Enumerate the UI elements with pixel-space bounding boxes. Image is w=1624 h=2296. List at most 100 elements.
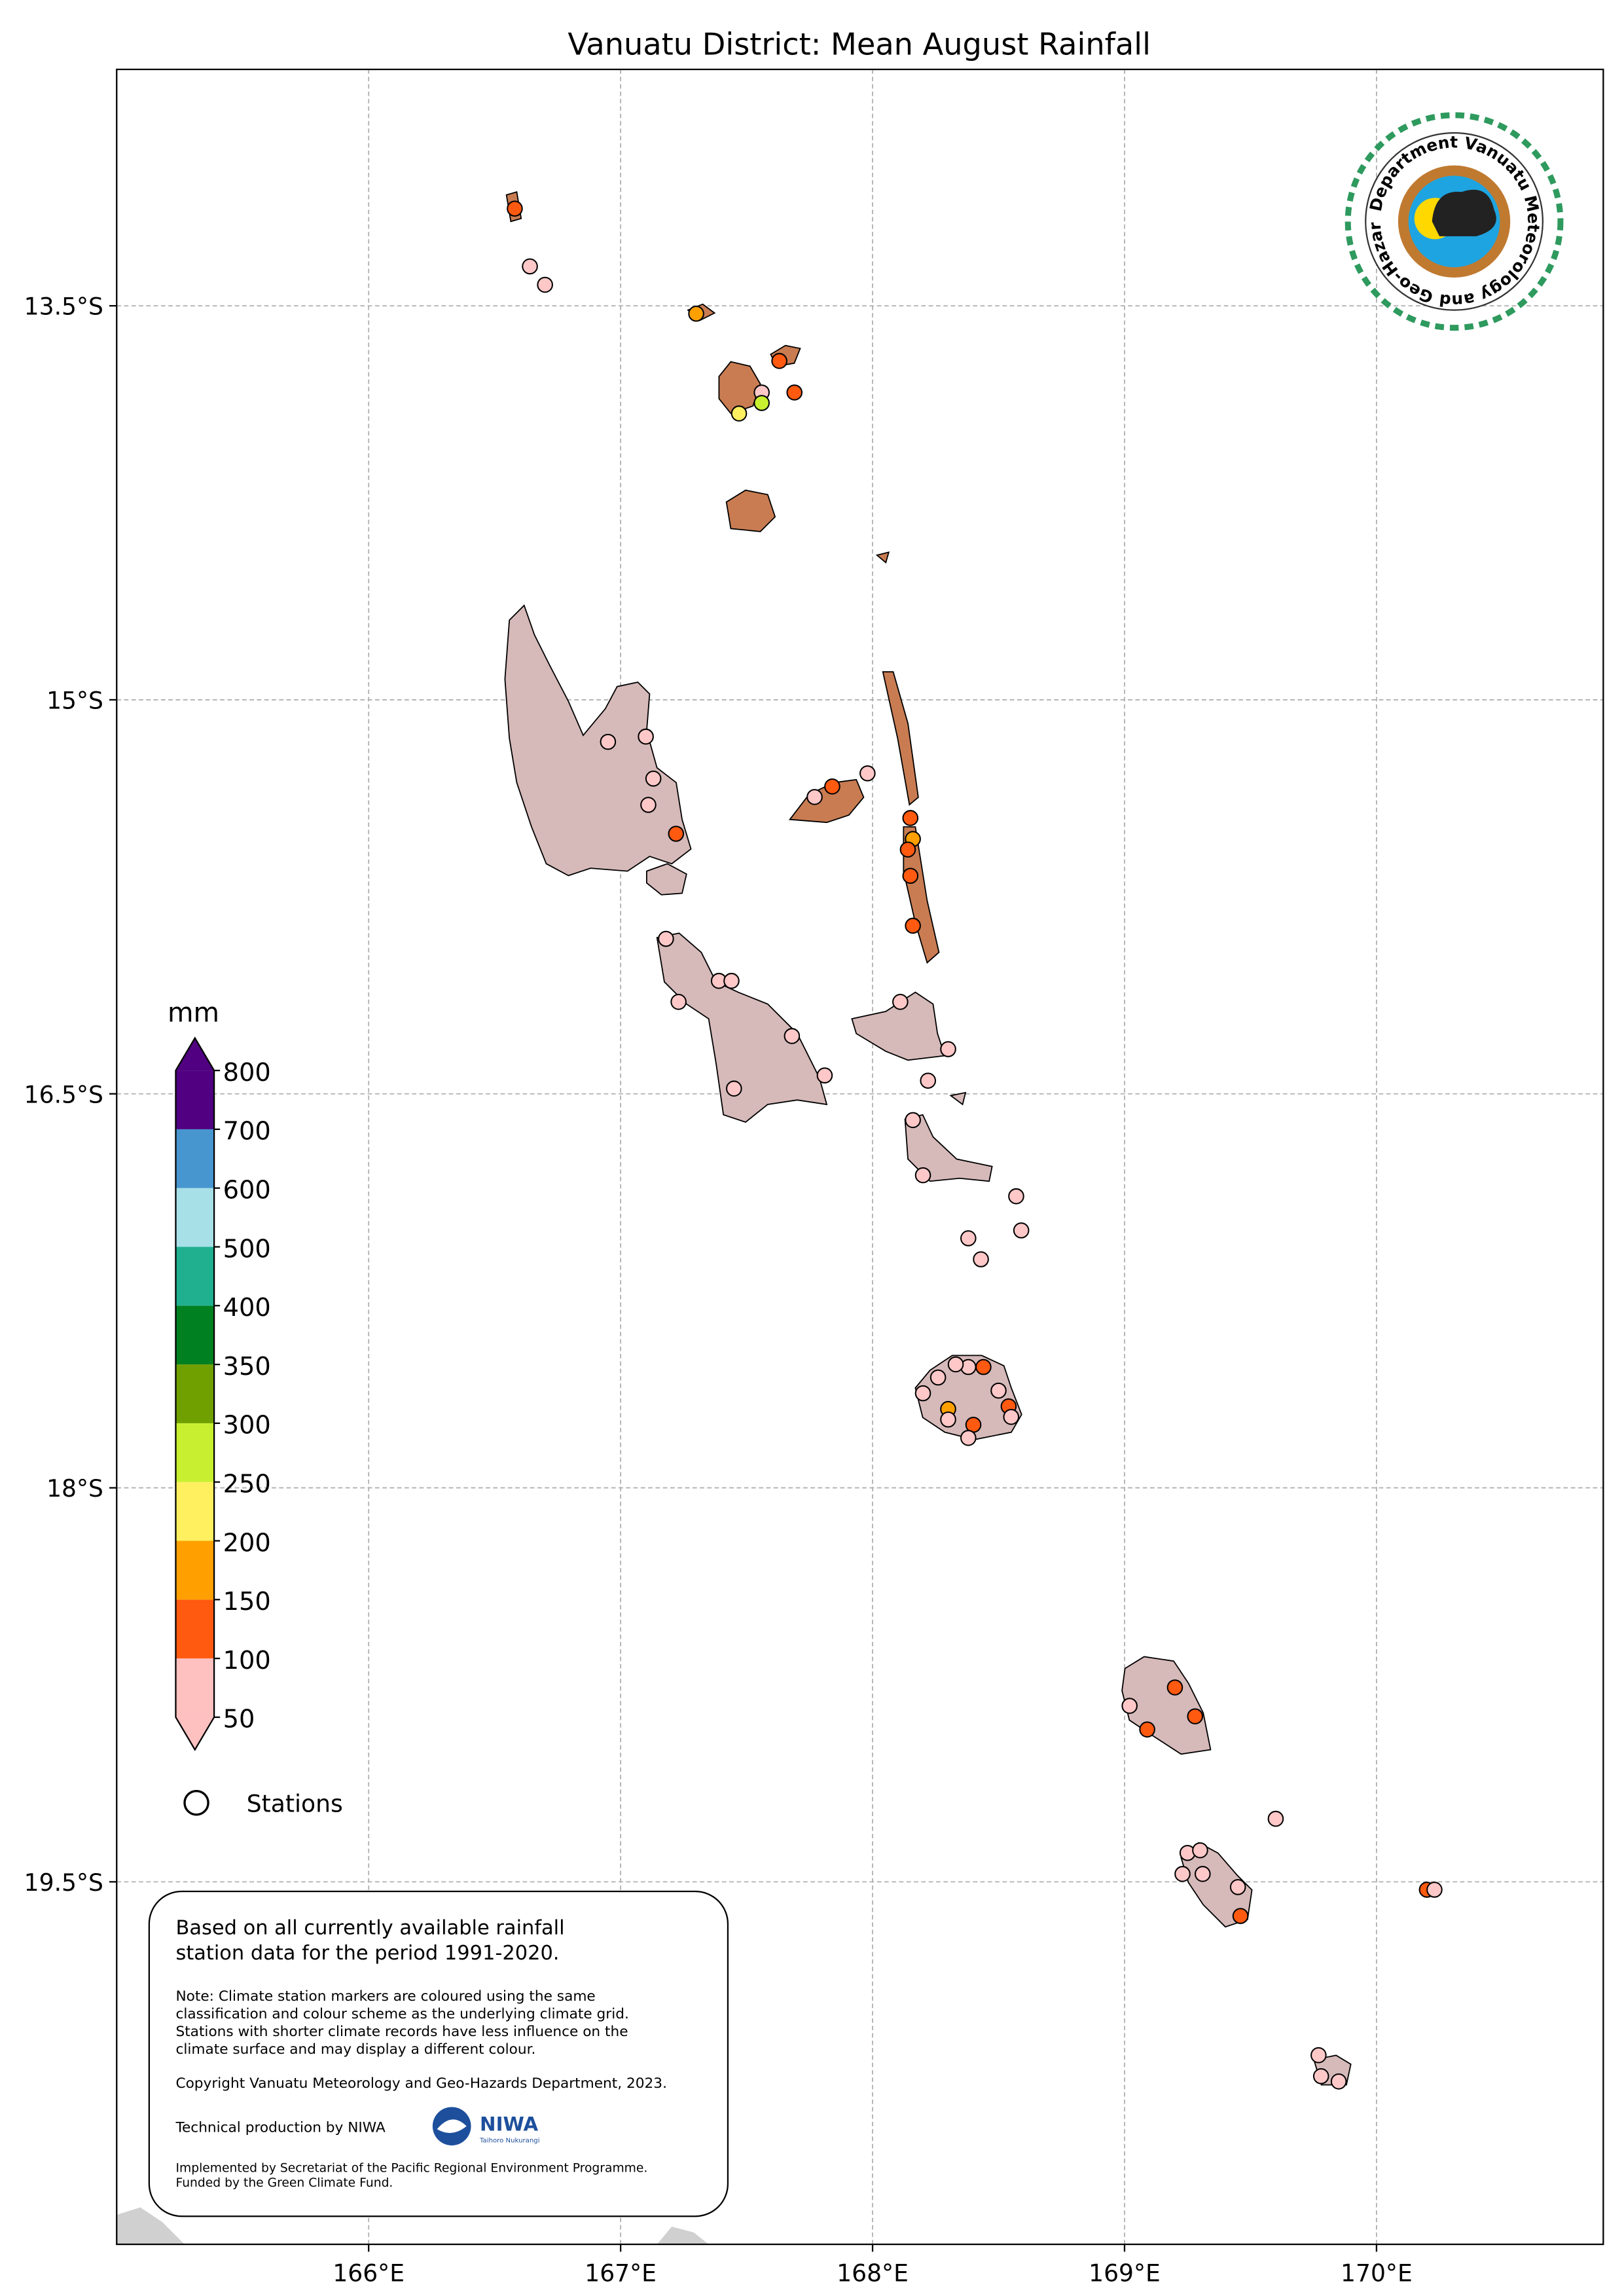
station (771, 353, 787, 369)
colorbar-tick-label: 400 (223, 1293, 271, 1322)
funding: Implemented by Secretariat of the Pacifi… (175, 2162, 647, 2176)
station (990, 1382, 1007, 1399)
colorbar-extend-top (175, 1038, 215, 1071)
note-detail: classification and colour scheme as the … (175, 2006, 628, 2022)
note-detail: climate surface and may display a differ… (175, 2041, 535, 2058)
station (816, 1067, 833, 1084)
station (1330, 2073, 1347, 2090)
station (1195, 1866, 1211, 1882)
station (1003, 1408, 1020, 1425)
y-tick-label: 19.5°S (24, 1869, 103, 1897)
niwa-sub: Taihoro Nukurangi (479, 2137, 539, 2144)
colorbar-tick-label: 150 (223, 1587, 271, 1616)
station (899, 841, 916, 858)
colorbar-segment (175, 1188, 215, 1247)
x-tick-label: 166°E (333, 2259, 405, 2287)
colorbar-label: mm (168, 997, 219, 1029)
mere-lava (875, 551, 890, 564)
ticks: 166°E 167°E 168°E 169°E 170°E 13.5°S 15°S 16.5°… (24, 293, 1413, 2287)
note-detail: Note: Climate station markers are colour… (175, 1988, 595, 2005)
station (947, 1356, 964, 1373)
note-detail: Stations with shorter climate records ha… (175, 2024, 628, 2040)
malo (646, 863, 687, 896)
station (726, 1080, 742, 1097)
station (1121, 1698, 1138, 1714)
vanua-lava (725, 489, 776, 532)
paama (949, 1091, 967, 1106)
espiritu-santo (504, 604, 692, 877)
station (1187, 1708, 1204, 1724)
station (975, 1358, 992, 1376)
niwa-logo: NIWA (480, 2113, 538, 2135)
logo-wreath (1344, 112, 1564, 331)
station (940, 1411, 956, 1428)
station (1310, 2047, 1327, 2064)
station (940, 1041, 956, 1057)
station (914, 1385, 931, 1402)
grid (117, 69, 1604, 2245)
tanna (1180, 1842, 1253, 1928)
stations (507, 200, 1443, 2090)
station (1139, 1721, 1155, 1738)
station (905, 1112, 921, 1129)
station (645, 770, 662, 787)
maewo (882, 671, 919, 806)
station (507, 200, 523, 217)
station (824, 778, 840, 795)
station (1008, 1188, 1024, 1205)
colorbar-segment (175, 1364, 215, 1423)
station (1312, 2068, 1329, 2085)
colorbar-tick-label: 350 (223, 1352, 271, 1381)
station (723, 972, 740, 989)
station (902, 810, 919, 826)
niwa-wave (437, 2119, 467, 2133)
colorbar-segment (175, 1070, 215, 1129)
station (522, 258, 538, 275)
copyright: Copyright Vanuatu Meteorology and Geo-Ha… (175, 2075, 667, 2092)
station (753, 395, 770, 411)
station (1229, 1879, 1246, 1895)
colorbar-segment (175, 1129, 215, 1188)
logo-cloud (1432, 189, 1496, 236)
legend-label: Stations (247, 1790, 343, 1817)
map-frame (116, 68, 1604, 2246)
station (960, 1430, 977, 1446)
colorbar-tick-label: 200 (223, 1528, 271, 1558)
station (1174, 1866, 1191, 1882)
note-main: Based on all currently available rainfal… (175, 1916, 564, 1939)
station (973, 1251, 989, 1267)
station (731, 405, 748, 422)
station (786, 384, 803, 401)
colorbar-segment (175, 1423, 215, 1482)
station (658, 930, 674, 947)
station (688, 305, 704, 322)
colorbar-tick-label: 500 (223, 1234, 271, 1264)
colorbar-tick-label: 300 (223, 1411, 271, 1440)
station (600, 733, 617, 750)
colorbar-tick-label: 250 (223, 1469, 271, 1499)
station (640, 797, 657, 813)
x-tick-label: 167°E (585, 2259, 657, 2287)
colorbar-extend-bottom (175, 1717, 215, 1750)
y-tick-label: 18°S (46, 1475, 103, 1503)
station (1267, 1810, 1284, 1827)
colorbar-segment (175, 1305, 215, 1365)
colorbar-tick-label: 600 (223, 1175, 271, 1205)
station (1192, 1842, 1208, 1859)
new-caledonia (117, 2207, 709, 2245)
malekula (656, 932, 828, 1123)
x-tick-label: 170°E (1341, 2259, 1413, 2287)
x-tick-label: 169°E (1089, 2259, 1161, 2287)
station (920, 1072, 937, 1089)
production: Technical production by NIWA (175, 2120, 386, 2136)
station (929, 1369, 947, 1386)
station (1426, 1882, 1443, 1898)
station (914, 1167, 931, 1184)
y-tick-label: 13.5°S (24, 293, 103, 321)
station (892, 994, 909, 1010)
station (902, 867, 919, 884)
y-tick-label: 16.5°S (24, 1081, 103, 1108)
station (859, 765, 876, 782)
colorbar-segment (175, 1599, 215, 1659)
